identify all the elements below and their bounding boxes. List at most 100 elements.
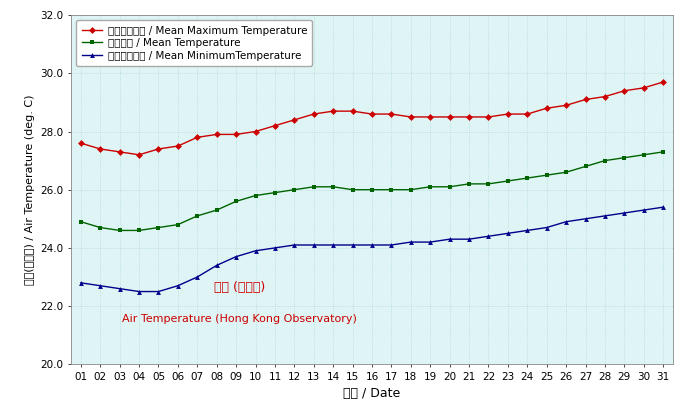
平均最高氣溫 / Mean Maximum Temperature xyxy=(465,114,473,119)
平均最高氣溫 / Mean Maximum Temperature xyxy=(232,132,240,137)
平均最高氣溫 / Mean Maximum Temperature xyxy=(155,147,163,152)
平均最低氣溫 / Mean MinimumTemperature xyxy=(620,210,629,215)
平均最低氣溫 / Mean MinimumTemperature xyxy=(659,205,668,210)
平均氣溫 / Mean Temperature xyxy=(620,155,629,160)
平均氣溫 / Mean Temperature xyxy=(601,158,609,163)
平均最高氣溫 / Mean Maximum Temperature xyxy=(116,150,124,155)
平均最高氣溫 / Mean Maximum Temperature xyxy=(174,144,182,149)
平均最低氣溫 / Mean MinimumTemperature xyxy=(193,275,201,280)
平均氣溫 / Mean Temperature xyxy=(232,199,240,204)
平均氣溫 / Mean Temperature xyxy=(348,187,356,192)
平均最低氣溫 / Mean MinimumTemperature xyxy=(542,225,551,230)
平均最高氣溫 / Mean Maximum Temperature xyxy=(504,112,512,117)
平均氣溫 / Mean Temperature xyxy=(310,184,318,189)
平均最低氣溫 / Mean MinimumTemperature xyxy=(213,263,221,268)
平均氣溫 / Mean Temperature xyxy=(252,193,260,198)
平均氣溫 / Mean Temperature xyxy=(116,228,124,233)
平均最低氣溫 / Mean MinimumTemperature xyxy=(96,283,105,288)
平均氣溫 / Mean Temperature xyxy=(387,187,395,192)
平均氣溫 / Mean Temperature xyxy=(562,170,570,175)
平均氣溫 / Mean Temperature xyxy=(96,225,105,230)
平均最低氣溫 / Mean MinimumTemperature xyxy=(368,242,376,247)
平均最低氣溫 / Mean MinimumTemperature xyxy=(290,242,298,247)
平均最高氣溫 / Mean Maximum Temperature xyxy=(96,147,105,152)
Text: 氣溫 (天文台): 氣溫 (天文台) xyxy=(214,281,265,294)
平均氣溫 / Mean Temperature xyxy=(193,213,201,218)
平均氣溫 / Mean Temperature xyxy=(407,187,415,192)
平均最低氣溫 / Mean MinimumTemperature xyxy=(329,242,337,247)
平均最高氣溫 / Mean Maximum Temperature xyxy=(77,141,85,146)
X-axis label: 日期 / Date: 日期 / Date xyxy=(343,388,401,401)
平均最低氣溫 / Mean MinimumTemperature xyxy=(445,236,453,241)
平均最低氣溫 / Mean MinimumTemperature xyxy=(348,242,356,247)
Y-axis label: 氣溫(攝氏度) / Air Temperature (deg. C): 氣溫(攝氏度) / Air Temperature (deg. C) xyxy=(25,94,35,285)
Legend: 平均最高氣溫 / Mean Maximum Temperature, 平均氣溫 / Mean Temperature, 平均最低氣溫 / Mean Minimu: 平均最高氣溫 / Mean Maximum Temperature, 平均氣溫 … xyxy=(77,20,313,66)
平均最低氣溫 / Mean MinimumTemperature xyxy=(77,280,85,285)
平均最高氣溫 / Mean Maximum Temperature xyxy=(445,114,453,119)
平均氣溫 / Mean Temperature xyxy=(542,173,551,178)
平均氣溫 / Mean Temperature xyxy=(504,178,512,184)
平均最低氣溫 / Mean MinimumTemperature xyxy=(581,216,590,221)
平均氣溫 / Mean Temperature xyxy=(465,181,473,186)
平均最高氣溫 / Mean Maximum Temperature xyxy=(348,109,356,114)
平均氣溫 / Mean Temperature xyxy=(329,184,337,189)
平均最低氣溫 / Mean MinimumTemperature xyxy=(407,239,415,244)
平均最高氣溫 / Mean Maximum Temperature xyxy=(542,106,551,111)
平均最低氣溫 / Mean MinimumTemperature xyxy=(562,219,570,224)
平均最低氣溫 / Mean MinimumTemperature xyxy=(465,236,473,241)
Line: 平均最高氣溫 / Mean Maximum Temperature: 平均最高氣溫 / Mean Maximum Temperature xyxy=(79,80,666,157)
平均氣溫 / Mean Temperature xyxy=(445,184,453,189)
平均最高氣溫 / Mean Maximum Temperature xyxy=(271,123,279,128)
平均最低氣溫 / Mean MinimumTemperature xyxy=(484,234,492,239)
平均最低氣溫 / Mean MinimumTemperature xyxy=(310,242,318,247)
平均最低氣溫 / Mean MinimumTemperature xyxy=(426,239,434,244)
平均最低氣溫 / Mean MinimumTemperature xyxy=(252,248,260,253)
平均最高氣溫 / Mean Maximum Temperature xyxy=(252,129,260,134)
平均氣溫 / Mean Temperature xyxy=(213,207,221,213)
平均最高氣溫 / Mean Maximum Temperature xyxy=(659,79,668,84)
平均最低氣溫 / Mean MinimumTemperature xyxy=(601,213,609,218)
平均最高氣溫 / Mean Maximum Temperature xyxy=(135,152,143,158)
平均最高氣溫 / Mean Maximum Temperature xyxy=(601,94,609,99)
平均氣溫 / Mean Temperature xyxy=(426,184,434,189)
平均氣溫 / Mean Temperature xyxy=(640,152,648,158)
平均氣溫 / Mean Temperature xyxy=(135,228,143,233)
平均最高氣溫 / Mean Maximum Temperature xyxy=(213,132,221,137)
平均最高氣溫 / Mean Maximum Temperature xyxy=(387,112,395,117)
平均最高氣溫 / Mean Maximum Temperature xyxy=(368,112,376,117)
平均氣溫 / Mean Temperature xyxy=(290,187,298,192)
平均最高氣溫 / Mean Maximum Temperature xyxy=(562,103,570,108)
平均最高氣溫 / Mean Maximum Temperature xyxy=(620,88,629,93)
平均最高氣溫 / Mean Maximum Temperature xyxy=(484,114,492,119)
Line: 平均氣溫 / Mean Temperature: 平均氣溫 / Mean Temperature xyxy=(79,150,666,233)
平均最高氣溫 / Mean Maximum Temperature xyxy=(310,112,318,117)
平均氣溫 / Mean Temperature xyxy=(368,187,376,192)
平均最低氣溫 / Mean MinimumTemperature xyxy=(155,289,163,294)
平均氣溫 / Mean Temperature xyxy=(581,164,590,169)
平均最高氣溫 / Mean Maximum Temperature xyxy=(523,112,531,117)
平均最低氣溫 / Mean MinimumTemperature xyxy=(232,254,240,259)
Line: 平均最低氣溫 / Mean MinimumTemperature: 平均最低氣溫 / Mean MinimumTemperature xyxy=(79,205,666,294)
平均氣溫 / Mean Temperature xyxy=(659,150,668,155)
平均最低氣溫 / Mean MinimumTemperature xyxy=(504,231,512,236)
平均最高氣溫 / Mean Maximum Temperature xyxy=(581,97,590,102)
平均最低氣溫 / Mean MinimumTemperature xyxy=(174,283,182,288)
平均最高氣溫 / Mean Maximum Temperature xyxy=(640,85,648,90)
平均最高氣溫 / Mean Maximum Temperature xyxy=(193,135,201,140)
平均氣溫 / Mean Temperature xyxy=(77,219,85,224)
平均最低氣溫 / Mean MinimumTemperature xyxy=(523,228,531,233)
平均最高氣溫 / Mean Maximum Temperature xyxy=(426,114,434,119)
平均氣溫 / Mean Temperature xyxy=(484,181,492,186)
平均最高氣溫 / Mean Maximum Temperature xyxy=(290,117,298,122)
平均最低氣溫 / Mean MinimumTemperature xyxy=(116,286,124,291)
Text: Air Temperature (Hong Kong Observatory): Air Temperature (Hong Kong Observatory) xyxy=(122,314,357,324)
平均最低氣溫 / Mean MinimumTemperature xyxy=(640,207,648,213)
平均最低氣溫 / Mean MinimumTemperature xyxy=(135,289,143,294)
平均最高氣溫 / Mean Maximum Temperature xyxy=(329,109,337,114)
平均最高氣溫 / Mean Maximum Temperature xyxy=(407,114,415,119)
平均最低氣溫 / Mean MinimumTemperature xyxy=(387,242,395,247)
平均氣溫 / Mean Temperature xyxy=(523,176,531,181)
平均氣溫 / Mean Temperature xyxy=(174,222,182,227)
平均最低氣溫 / Mean MinimumTemperature xyxy=(271,245,279,250)
平均氣溫 / Mean Temperature xyxy=(271,190,279,195)
